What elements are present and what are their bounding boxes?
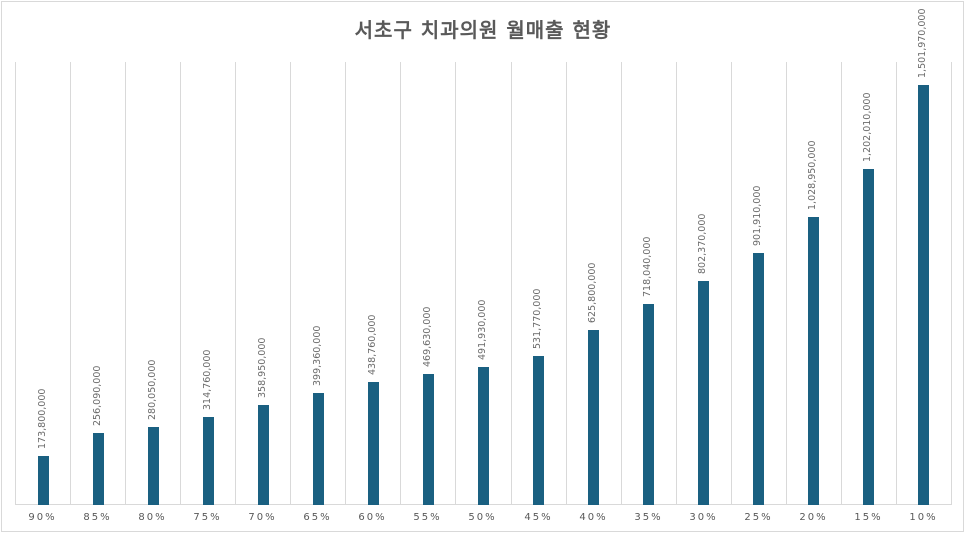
x-tick-label: 50% — [468, 512, 497, 523]
data-label: 314,760,000 — [202, 349, 213, 410]
bar-25pct — [753, 253, 764, 505]
gridline — [125, 62, 126, 505]
x-tick-label: 65% — [303, 512, 332, 523]
gridline — [731, 62, 732, 505]
gridline — [455, 62, 456, 505]
bar-65pct — [313, 393, 324, 505]
data-label: 469,630,000 — [422, 306, 433, 367]
x-tick-label: 15% — [854, 512, 883, 523]
bar-70pct — [258, 405, 269, 505]
data-label: 718,040,000 — [642, 236, 653, 297]
data-label: 625,800,000 — [587, 262, 598, 323]
bar-90pct — [38, 456, 49, 505]
bar-85pct — [93, 433, 104, 505]
data-label: 280,050,000 — [147, 359, 158, 420]
gridline — [621, 62, 622, 505]
bar-80pct — [148, 427, 159, 505]
x-tick-label: 70% — [248, 512, 277, 523]
gridline — [786, 62, 787, 505]
bar-40pct — [588, 330, 599, 505]
data-label: 531,770,000 — [532, 288, 543, 349]
gridline — [70, 62, 71, 505]
gridline — [235, 62, 236, 505]
x-tick-label: 10% — [909, 512, 938, 523]
x-tick-label: 30% — [689, 512, 718, 523]
chart-title: 서초구 치과의원 월매출 현황 — [354, 18, 612, 42]
x-tick-label: 40% — [579, 512, 608, 523]
data-label: 438,760,000 — [367, 314, 378, 375]
x-tick-label: 90% — [28, 512, 57, 523]
bar-75pct — [203, 417, 214, 505]
bar-50pct — [478, 367, 489, 505]
x-tick-label: 80% — [138, 512, 167, 523]
data-label: 1,202,010,000 — [862, 92, 873, 162]
gridline — [345, 62, 346, 505]
x-tick-label: 55% — [413, 512, 442, 523]
x-tick-label: 20% — [799, 512, 828, 523]
bar-55pct — [423, 374, 434, 505]
bar-45pct — [533, 356, 544, 505]
bar-30pct — [698, 281, 709, 505]
bar-20pct — [808, 217, 819, 505]
x-tick-label: 60% — [358, 512, 387, 523]
gridline — [180, 62, 181, 505]
gridline — [676, 62, 677, 505]
gridline — [951, 62, 952, 505]
gridline — [290, 62, 291, 505]
bar-60pct — [368, 382, 379, 505]
x-tick-label: 75% — [193, 512, 222, 523]
data-label: 173,800,000 — [37, 388, 48, 449]
bar-35pct — [643, 304, 654, 505]
data-label: 491,930,000 — [477, 299, 488, 360]
x-tick-label: 45% — [524, 512, 553, 523]
data-label: 256,090,000 — [92, 365, 103, 426]
data-label: 358,950,000 — [257, 337, 268, 398]
bar-10pct — [918, 85, 929, 505]
gridline — [15, 62, 16, 505]
gridline — [566, 62, 567, 505]
x-tick-label: 85% — [83, 512, 112, 523]
data-label: 399,360,000 — [312, 325, 323, 386]
data-label: 1,501,970,000 — [917, 8, 928, 78]
plot-area: 173,800,000 256,090,000 280,050,000 314,760… — [15, 8, 952, 505]
data-label: 1,028,950,000 — [807, 140, 818, 210]
gridline — [841, 62, 842, 505]
x-tick-label: 25% — [744, 512, 773, 523]
x-tick-label: 35% — [634, 512, 663, 523]
gridline — [400, 62, 401, 505]
data-label: 901,910,000 — [752, 185, 763, 246]
bar-15pct — [863, 169, 874, 505]
gridline — [511, 62, 512, 505]
gridline — [896, 62, 897, 505]
data-label: 802,370,000 — [697, 213, 708, 274]
